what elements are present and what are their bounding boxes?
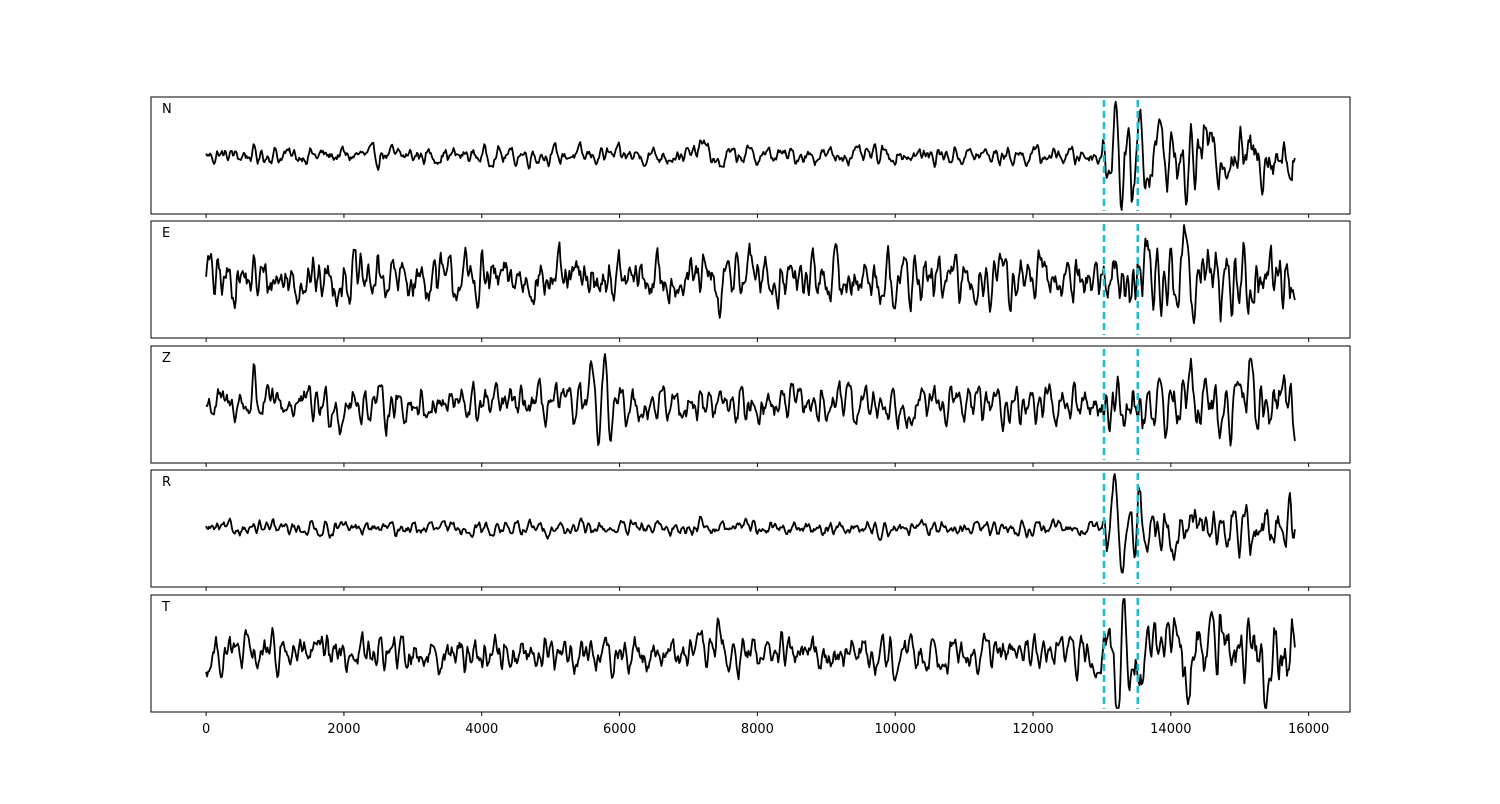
- trace-t: [205, 598, 1296, 709]
- panel-label: E: [162, 226, 170, 241]
- panel-frame: [150, 345, 1351, 464]
- panel-t: T: [150, 594, 1351, 716]
- x-tick-label: 2000: [327, 722, 360, 737]
- panel-n: N: [150, 96, 1351, 218]
- x-tick-label: 8000: [741, 722, 774, 737]
- trace-e: [205, 224, 1296, 325]
- x-tick-label: 6000: [603, 722, 636, 737]
- panel-frame: [150, 469, 1351, 588]
- panel-frame: [150, 220, 1351, 339]
- panel-label: T: [161, 600, 170, 615]
- trace-r: [205, 473, 1296, 574]
- panel-label: N: [162, 102, 172, 117]
- x-tick-label: 0: [202, 722, 210, 737]
- panel-r: R: [150, 469, 1351, 591]
- panels: N E Z R T: [150, 96, 1351, 716]
- x-tick-label: 10000: [875, 722, 916, 737]
- panel-frame: [150, 594, 1351, 713]
- x-tick-label: 14000: [1150, 722, 1191, 737]
- trace-n: [205, 100, 1296, 211]
- panel-e: E: [150, 220, 1351, 342]
- panel-frame: [150, 96, 1351, 215]
- x-tick-label: 12000: [1012, 722, 1053, 737]
- panel-label: R: [162, 475, 171, 490]
- x-tick-label: 4000: [465, 722, 498, 737]
- trace-z: [205, 353, 1296, 447]
- panel-label: Z: [162, 351, 171, 366]
- x-axis: 0 2000 4000 6000 8000 10000 12000 14000 16000: [202, 722, 1329, 737]
- panel-z: Z: [150, 345, 1351, 467]
- x-tick-label: 16000: [1288, 722, 1329, 737]
